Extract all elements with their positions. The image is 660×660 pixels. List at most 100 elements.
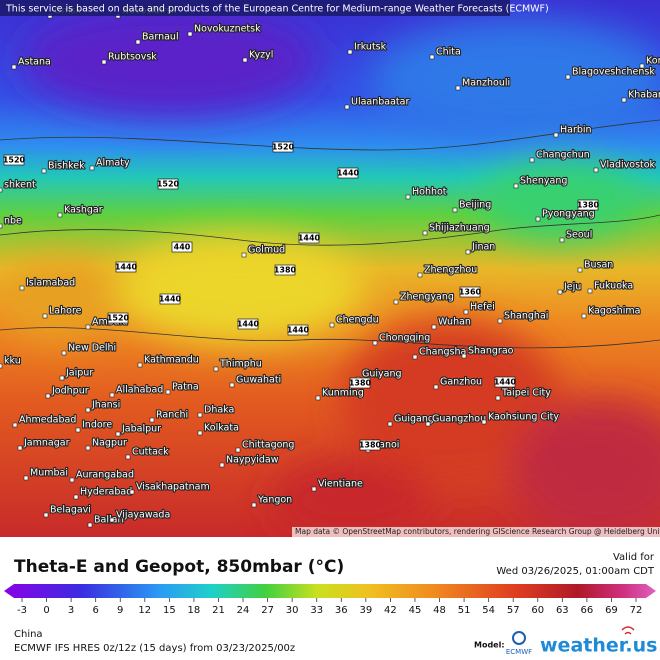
city-marker	[593, 167, 599, 173]
city-marker	[251, 502, 257, 508]
colorbar-tick-label: 27	[261, 605, 274, 616]
colorbar-tick-label: 66	[581, 605, 594, 616]
brand-icon	[621, 626, 635, 635]
city-marker	[23, 475, 29, 481]
city-marker	[577, 267, 583, 273]
city-label: Dhaka	[204, 405, 234, 416]
city-marker	[213, 366, 219, 372]
city-label: Beijing	[459, 200, 491, 211]
city-label: Kashgar	[64, 205, 103, 216]
contour-label: 1380	[274, 266, 297, 275]
colorbar-tick-label: 57	[507, 605, 520, 616]
city-marker	[461, 353, 467, 359]
contour-label: 1440	[287, 326, 310, 335]
city-marker	[61, 350, 67, 356]
city-label: Guwahati	[236, 375, 281, 386]
contour-label: 1520	[157, 180, 180, 189]
city-marker	[75, 427, 81, 433]
city-label: Ganzhou	[440, 377, 482, 388]
ecmwf-icon	[512, 631, 526, 645]
city-label: Islamabad	[26, 278, 75, 289]
city-marker	[109, 392, 115, 398]
city-label: Jamnagar	[23, 438, 70, 449]
city-marker	[393, 299, 399, 305]
valid-label: Valid for	[613, 552, 655, 563]
contour	[0, 214, 660, 246]
city-marker	[85, 445, 91, 451]
city-label: Fukuoka	[594, 281, 633, 292]
city-label: Jaipur	[65, 368, 93, 379]
city-label: Almaty	[96, 158, 130, 169]
city-marker	[45, 393, 51, 399]
valid-time: Wed 03/26/2025, 01:00am CDT	[496, 566, 655, 577]
city-marker	[344, 104, 350, 110]
city-label: Ballari	[94, 515, 124, 526]
model-label: Model:	[474, 641, 505, 650]
attribution: Map data © OpenStreetMap contributors, r…	[295, 527, 660, 536]
city-marker	[165, 389, 171, 395]
city-marker	[559, 237, 565, 243]
city-marker	[553, 132, 559, 138]
city-label: Jodhpur	[51, 386, 89, 397]
ecmwf-logo: ECMWF	[506, 648, 532, 656]
colorbar-tick-label: 45	[409, 605, 422, 616]
contour-label-bg	[115, 261, 137, 273]
city-marker	[372, 340, 378, 346]
city-label: Kolkata	[204, 423, 239, 434]
colorbar-tick-label: 18	[188, 605, 201, 616]
city-label: Kaohsiung City	[488, 412, 559, 423]
city-label: Astana	[18, 57, 51, 68]
city-label: Naypyidaw	[226, 455, 279, 466]
city-label: Ranchi	[156, 410, 188, 421]
city-label: Kom	[646, 56, 660, 67]
contour-label-bg	[159, 293, 181, 305]
city-marker	[0, 363, 3, 369]
contour-labels: 1520 1520 1520 1440 1440 1440 440 1380 1440 1520 1…	[3, 141, 600, 451]
city-marker	[109, 517, 115, 523]
city-label: nbe	[4, 216, 22, 227]
city-label: Mumbai	[30, 468, 68, 479]
city-label: Khabar	[628, 90, 660, 101]
city-label: Novokuznetsk	[194, 24, 261, 35]
colorbar-tick-label: 39	[359, 605, 372, 616]
city-marker	[85, 324, 91, 330]
city-marker	[0, 223, 3, 229]
city-marker	[529, 157, 535, 163]
colorbar-tick-label: 60	[531, 605, 544, 616]
city-marker	[115, 431, 121, 437]
city-marker	[135, 39, 141, 45]
city-marker	[425, 421, 431, 427]
city-marker	[187, 31, 193, 37]
city-label: Jhansi	[91, 400, 120, 411]
contour-label-bg	[287, 324, 309, 336]
city-marker	[422, 230, 428, 236]
contour-label: 1440	[494, 378, 517, 387]
city-label: Pyongyang	[542, 209, 595, 220]
colorbar-tick-label: 0	[43, 605, 49, 616]
city-label: Seoul	[566, 230, 592, 241]
city-marker	[497, 318, 503, 324]
city-label: Aurangabad	[76, 470, 134, 481]
city-marker	[431, 324, 437, 330]
contour-label-bg	[171, 241, 193, 253]
city-marker	[89, 165, 95, 171]
city-label: Vladivostok	[600, 160, 656, 171]
city-label: Rubtsovsk	[108, 52, 157, 63]
city-marker	[495, 395, 501, 401]
city-marker	[129, 489, 135, 495]
city-marker	[0, 187, 3, 193]
city-marker	[137, 362, 143, 368]
city-label: Allahabad	[116, 385, 163, 396]
attribution-bg	[292, 527, 660, 537]
contour-label-bg	[494, 376, 516, 388]
city-marker	[329, 322, 335, 328]
city-label: Ahmedabad	[19, 415, 76, 426]
contour-label-bg	[107, 312, 129, 324]
city-label: Bishkek	[48, 161, 85, 172]
city-label: Chongqing	[379, 333, 430, 344]
city-label: Zhengzhou	[424, 265, 477, 276]
city-marker	[452, 207, 458, 213]
city-label: Indore	[82, 420, 112, 431]
city-label: Irkutsk	[354, 42, 387, 53]
